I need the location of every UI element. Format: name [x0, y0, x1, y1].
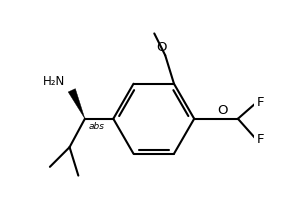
Text: abs: abs: [88, 122, 104, 131]
Text: O: O: [217, 104, 228, 117]
Text: O: O: [157, 41, 167, 54]
Text: H₂N: H₂N: [43, 75, 65, 88]
Polygon shape: [68, 89, 85, 119]
Text: F: F: [257, 133, 265, 146]
Text: F: F: [257, 96, 265, 109]
